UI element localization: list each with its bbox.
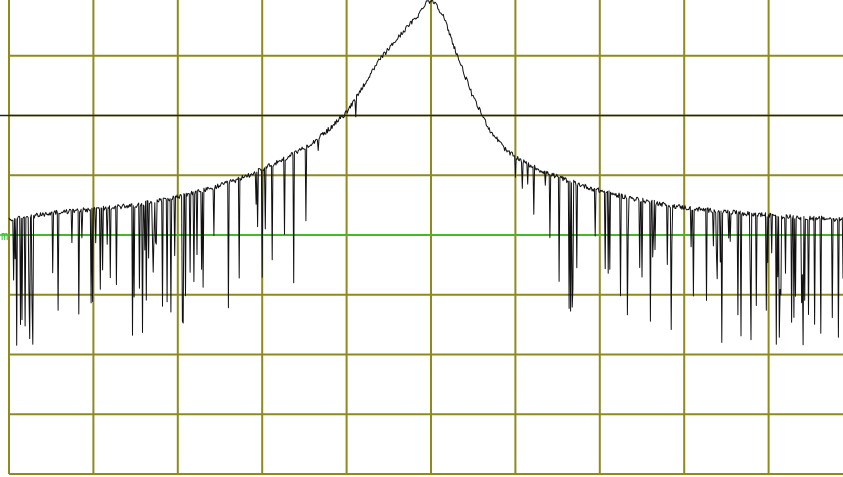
horizontal-lines [0, 114, 843, 236]
series-line-0 [8, 0, 843, 346]
trace-group [8, 0, 843, 346]
threshold-marker: m [1, 229, 8, 243]
